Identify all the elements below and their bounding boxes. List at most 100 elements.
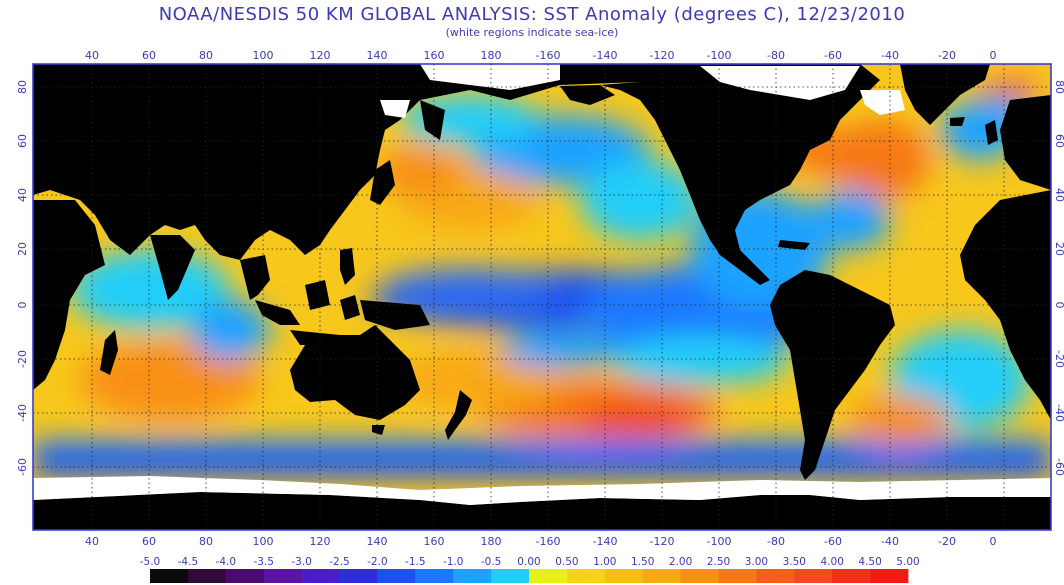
- colorbar-swatch: [263, 569, 302, 583]
- colorbar-label: -5.0: [140, 556, 161, 568]
- top-lon-labels: 40 60 80 100 120 140 160 180 -160 -140 -…: [85, 49, 997, 62]
- lat-tick-right: -60: [1053, 458, 1064, 476]
- colorbar-swatch: [604, 569, 644, 583]
- lon-tick-bottom: -20: [938, 535, 956, 548]
- colorbar-label: 5.00: [896, 556, 919, 568]
- lon-tick-top: -140: [593, 49, 618, 62]
- lon-tick-top: -100: [707, 49, 732, 62]
- colorbar-label: -3.0: [291, 556, 312, 568]
- colorbar-swatch: [187, 569, 227, 583]
- colorbar-swatch: [415, 569, 454, 583]
- lon-tick-top: 120: [310, 49, 331, 62]
- sea-ice-regions: [33, 64, 1051, 505]
- lat-tick-left: 60: [16, 134, 29, 148]
- lon-tick-top: -40: [881, 49, 899, 62]
- lon-tick-top: 60: [142, 49, 156, 62]
- lon-tick-bottom: -160: [536, 535, 561, 548]
- lat-tick-left: 40: [16, 188, 29, 202]
- land-masses: [33, 64, 1051, 530]
- colorbar-swatch: [832, 569, 871, 583]
- map-subtitle: (white regions indicate sea-ice): [445, 26, 619, 39]
- lat-tick-left: 80: [16, 80, 29, 94]
- colorbar-label: 2.00: [669, 556, 692, 568]
- lon-tick-bottom: 40: [85, 535, 99, 548]
- colorbar-label: -2.0: [367, 556, 388, 568]
- colorbar-label: 4.00: [821, 556, 844, 568]
- lat-tick-left: -20: [16, 350, 29, 368]
- colorbar-swatch: [225, 569, 265, 583]
- lat-tick-left: 20: [16, 242, 29, 256]
- lon-tick-bottom: -40: [881, 535, 899, 548]
- colorbar-label: 1.00: [593, 556, 616, 568]
- lat-tick-left: 0: [16, 302, 29, 309]
- colorbar: [150, 569, 909, 583]
- lon-tick-top: 180: [481, 49, 502, 62]
- right-lat-labels: 80 60 40 20 0 -20 -40 -60: [1053, 80, 1064, 476]
- colorbar-label: 0.00: [517, 556, 540, 568]
- lat-tick-right: 60: [1053, 134, 1064, 148]
- map-plot-area: [33, 64, 1051, 530]
- lat-tick-right: -20: [1053, 350, 1064, 368]
- colorbar-swatch: [642, 569, 681, 583]
- lon-tick-bottom: 120: [310, 535, 331, 548]
- lon-tick-bottom: 100: [253, 535, 274, 548]
- colorbar-swatch: [339, 569, 378, 583]
- colorbar-label: 3.00: [745, 556, 768, 568]
- lon-tick-top: 0: [990, 49, 997, 62]
- lon-tick-bottom: -120: [650, 535, 675, 548]
- colorbar-label: 2.50: [707, 556, 730, 568]
- lat-tick-right: 0: [1053, 302, 1064, 309]
- lon-tick-bottom: 0: [990, 535, 997, 548]
- lat-tick-right: -40: [1053, 404, 1064, 422]
- colorbar-swatch: [794, 569, 833, 583]
- colorbar-label: -1.5: [405, 556, 426, 568]
- colorbar-swatch: [301, 569, 340, 583]
- lat-lon-grid: [33, 64, 1051, 530]
- lon-tick-top: 80: [199, 49, 213, 62]
- lat-tick-right: 80: [1053, 80, 1064, 94]
- colorbar-swatch: [453, 569, 492, 583]
- colorbar-label: 1.50: [631, 556, 654, 568]
- lon-tick-top: 40: [85, 49, 99, 62]
- colorbar-label: -4.5: [178, 556, 199, 568]
- lon-tick-top: -80: [767, 49, 785, 62]
- lat-tick-right: 40: [1053, 188, 1064, 202]
- colorbar-label: -2.5: [329, 556, 350, 568]
- colorbar-swatch: [870, 569, 909, 583]
- lon-tick-bottom: -80: [767, 535, 785, 548]
- left-lat-labels: 80 60 40 20 0 -20 -40 -60: [16, 80, 29, 476]
- colorbar-label: 3.50: [783, 556, 806, 568]
- colorbar-swatch: [529, 569, 568, 583]
- colorbar-label: -4.0: [216, 556, 237, 568]
- lon-tick-bottom: 160: [424, 535, 445, 548]
- colorbar-swatch: [566, 569, 606, 583]
- lon-tick-top: -20: [938, 49, 956, 62]
- map-frame: [32, 63, 1052, 531]
- colorbar-label: -3.5: [253, 556, 274, 568]
- colorbar-swatch: [491, 569, 530, 583]
- lat-tick-left: -40: [16, 404, 29, 422]
- map-title: NOAA/NESDIS 50 KM GLOBAL ANALYSIS: SST A…: [158, 4, 906, 25]
- colorbar-swatch: [150, 569, 189, 583]
- lat-tick-left: -60: [16, 458, 29, 476]
- bottom-lon-labels: 40 60 80 100 120 140 160 180 -160 -140 -…: [85, 535, 997, 548]
- colorbar-swatch: [718, 569, 757, 583]
- colorbar-swatch: [680, 569, 719, 583]
- colorbar-label: -1.0: [443, 556, 464, 568]
- lon-tick-top: -160: [536, 49, 561, 62]
- lon-tick-bottom: -60: [824, 535, 842, 548]
- lon-tick-top: 140: [367, 49, 388, 62]
- colorbar-swatch: [756, 569, 795, 583]
- lon-tick-bottom: 180: [481, 535, 502, 548]
- lat-tick-right: 20: [1053, 242, 1064, 256]
- colorbar-label: 0.50: [555, 556, 578, 568]
- lon-tick-bottom: -100: [707, 535, 732, 548]
- lon-tick-top: 160: [424, 49, 445, 62]
- colorbar-label: -0.5: [481, 556, 502, 568]
- lon-tick-bottom: 60: [142, 535, 156, 548]
- lon-tick-bottom: 140: [367, 535, 388, 548]
- colorbar-swatch: [377, 569, 416, 583]
- lon-tick-top: -120: [650, 49, 675, 62]
- lon-tick-top: -60: [824, 49, 842, 62]
